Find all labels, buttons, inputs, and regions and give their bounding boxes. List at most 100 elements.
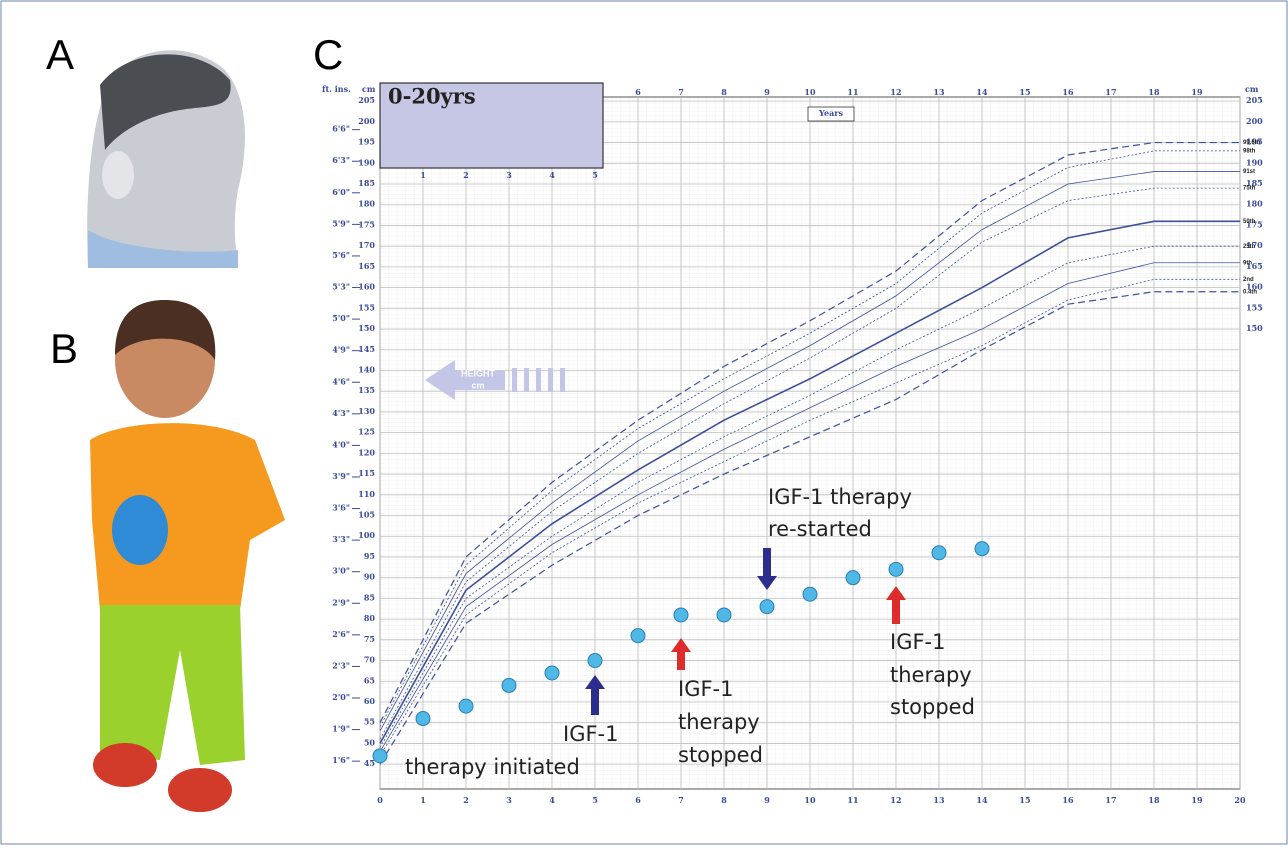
- ft-tick-label: 5'6": [332, 250, 350, 260]
- curve-label: 25th: [1243, 244, 1256, 250]
- box-tick-label: 4: [549, 170, 555, 180]
- x-tick-label: 12: [890, 795, 901, 805]
- top-tick-label: 8: [721, 87, 727, 97]
- x-tick-label: 9: [764, 795, 770, 805]
- y-tick-label: 80: [364, 613, 376, 623]
- ft-tick-label: 3'3": [332, 534, 350, 544]
- x-tick-label: 0: [377, 795, 383, 805]
- arrow-stripe: [512, 368, 517, 392]
- ft-tick-label: 5'3": [332, 282, 350, 292]
- x-tick-label: 2: [463, 795, 469, 805]
- x-tick-label: 15: [1019, 795, 1030, 805]
- ft-tick-label: 6'3": [332, 155, 350, 165]
- y-tick-label: 65: [364, 675, 375, 685]
- arrow-stripe: [524, 368, 529, 392]
- y-tick-label: 70: [364, 655, 376, 665]
- top-tick-label: 10: [804, 87, 816, 97]
- box-tick-label: 1: [420, 170, 426, 180]
- data-point: [502, 678, 516, 692]
- arrow-stripe: [560, 368, 565, 392]
- ft-header: ft. ins.: [322, 84, 351, 94]
- top-tick-label: 11: [847, 87, 858, 97]
- data-point: [975, 542, 989, 556]
- ft-tick-label: 4'3": [332, 408, 350, 418]
- arrow-stripe: [548, 368, 553, 392]
- top-tick-label: 12: [890, 87, 901, 97]
- x-tick-label: 6: [635, 795, 641, 805]
- ft-tick-label: 4'9": [332, 345, 350, 355]
- y-tick-label: 175: [358, 219, 375, 229]
- annotation: IGF-1: [890, 630, 945, 654]
- x-tick-label: 4: [549, 795, 555, 805]
- curve-label: 98th: [1243, 148, 1256, 154]
- x-tick-label: 20: [1234, 795, 1246, 805]
- y-tick-label: 140: [358, 364, 375, 374]
- top-tick-label: 18: [1148, 87, 1160, 97]
- data-point: [674, 608, 688, 622]
- ft-tick-label: 2'0": [332, 692, 350, 702]
- y-tick-label: 170: [358, 240, 375, 250]
- x-tick-label: 8: [721, 795, 727, 805]
- annotation: therapy: [890, 663, 972, 687]
- y-tick-label-right: 155: [1246, 302, 1263, 312]
- ft-tick-label: 3'6": [332, 503, 350, 513]
- x-tick-label: 16: [1062, 795, 1074, 805]
- ft-tick-label: 5'0": [332, 313, 350, 323]
- box-tick-label: 2: [463, 170, 469, 180]
- y-tick-label: 125: [358, 427, 375, 437]
- top-tick-label: 13: [933, 87, 945, 97]
- annotation: therapy initiated: [405, 755, 580, 779]
- data-point: [760, 600, 774, 614]
- annotation: IGF-1: [563, 722, 618, 746]
- y-tick-label-right: 180: [1246, 199, 1263, 209]
- y-tick-label: 135: [358, 385, 375, 395]
- ft-tick-label: 1'9": [332, 724, 350, 734]
- annotation: stopped: [890, 695, 975, 719]
- curve-label: 9th: [1243, 260, 1252, 266]
- y-tick-label: 115: [358, 468, 375, 478]
- y-tick-label: 120: [358, 447, 375, 457]
- x-tick-label: 14: [976, 795, 988, 805]
- top-tick-label: 17: [1105, 87, 1116, 97]
- y-tick-label: 145: [358, 344, 375, 354]
- ft-tick-label: 2'9": [332, 597, 350, 607]
- annotation: therapy: [678, 710, 760, 734]
- data-point: [588, 654, 602, 668]
- x-tick-label: 3: [506, 795, 512, 805]
- cm-header: cm: [362, 84, 376, 94]
- y-tick-label: 50: [364, 737, 376, 747]
- x-tick-label: 17: [1105, 795, 1116, 805]
- x-tick-label: 10: [804, 795, 816, 805]
- x-tick-label: 18: [1148, 795, 1160, 805]
- arrow-stripe: [536, 368, 541, 392]
- y-tick-label-right: 190: [1246, 157, 1263, 167]
- y-tick-label: 110: [358, 489, 375, 499]
- x-tick-label: 19: [1191, 795, 1203, 805]
- curve-label: 0.4th: [1243, 289, 1257, 295]
- data-point: [717, 608, 731, 622]
- y-tick-label: 155: [358, 302, 375, 312]
- curve-label: 50th: [1243, 219, 1256, 225]
- annotation: re-started: [768, 517, 872, 541]
- top-tick-label: 15: [1019, 87, 1030, 97]
- y-tick-label: 160: [358, 282, 375, 292]
- y-tick-label: 200: [358, 116, 375, 126]
- curve-label: 2nd: [1243, 277, 1254, 283]
- ft-tick-label: 3'9": [332, 471, 350, 481]
- y-tick-label: 185: [358, 178, 375, 188]
- y-tick-label: 95: [364, 551, 375, 561]
- y-tick-label: 205: [358, 95, 375, 105]
- ft-tick-label: 2'3": [332, 660, 350, 670]
- box-tick-label: 3: [506, 170, 512, 180]
- y-tick-label: 165: [358, 261, 375, 271]
- ft-tick-label: 5'9": [332, 218, 350, 228]
- panel-label: C: [313, 31, 343, 78]
- panel-label: B: [50, 325, 78, 372]
- ft-tick-label: 4'0": [332, 439, 350, 449]
- data-point: [373, 749, 387, 763]
- ft-tick-label: 4'6": [332, 376, 350, 386]
- annotation: stopped: [678, 743, 763, 767]
- annotation: IGF-1 therapy: [768, 485, 912, 509]
- ft-tick-label: 1'6": [332, 755, 350, 765]
- curve-label: 99.6th: [1243, 140, 1261, 146]
